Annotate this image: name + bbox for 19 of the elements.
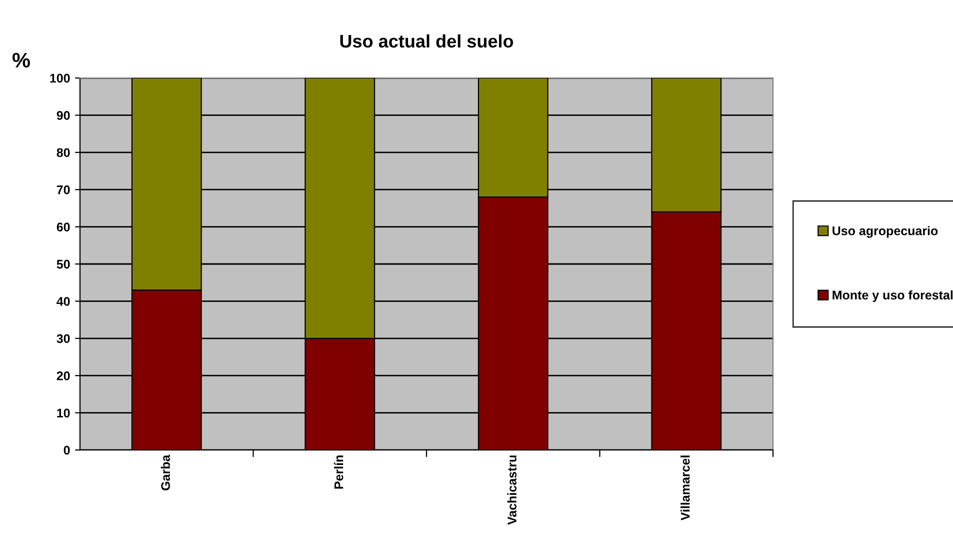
y-tick-label: 10	[57, 408, 70, 418]
y-tick-label: 100	[50, 74, 70, 83]
x-tick-label: Villamarcel	[680, 456, 690, 520]
x-tick-label: Garba	[160, 454, 170, 490]
y-tick-label: 0	[64, 446, 70, 455]
y-tick-label: 60	[56, 222, 70, 232]
y-tick-label: 20	[56, 371, 70, 380]
legend-label: Uso agropecuario	[832, 226, 938, 238]
y-tick-label: 30	[56, 334, 70, 344]
y-tick-label: 40	[56, 297, 70, 306]
y-axis-title: %	[12, 52, 30, 68]
y-tick-label: 70	[56, 185, 70, 194]
chart-title: Uso actual del suelo	[340, 34, 514, 48]
x-tick-label: Vachicastru	[507, 456, 516, 525]
legend-label: Monte y uso forestal	[832, 290, 953, 302]
x-tick-label: Perlín	[334, 455, 344, 489]
y-tick-label: 80	[56, 148, 70, 158]
y-tick-label: 50	[56, 260, 70, 269]
y-tick-label: 90	[56, 111, 70, 120]
